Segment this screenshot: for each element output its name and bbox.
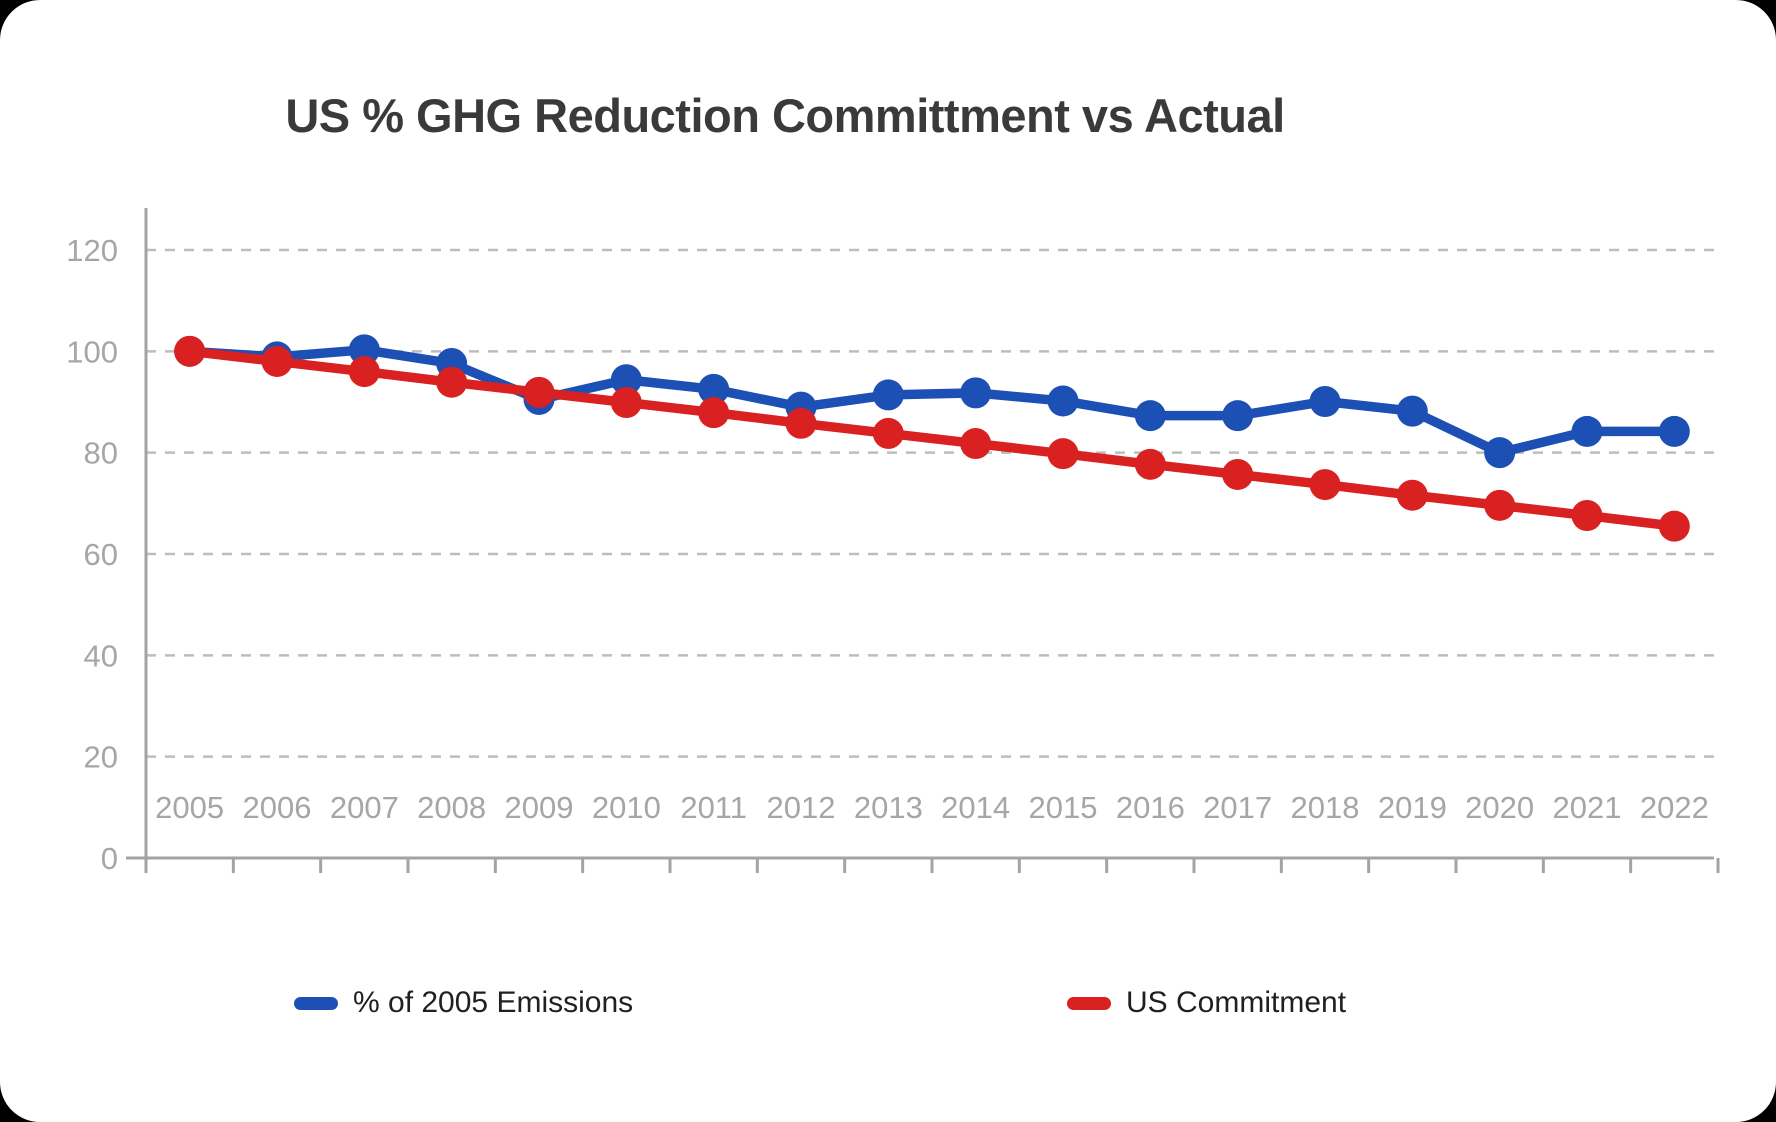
x-tick-label: 2020 <box>1465 790 1534 825</box>
legend-swatch-blue-icon <box>294 996 338 1010</box>
data-point-commitment-2014 <box>960 428 992 460</box>
x-tick-label: 2017 <box>1203 790 1272 825</box>
y-tick-label: 0 <box>101 841 118 876</box>
data-point-commitment-2020 <box>1484 489 1516 521</box>
y-tick-label: 120 <box>66 233 118 268</box>
data-point-emissions-2016 <box>1134 400 1166 432</box>
data-point-emissions-2007 <box>348 334 380 366</box>
data-point-commitment-2009 <box>523 376 555 408</box>
legend-label-emissions: % of 2005 Emissions <box>353 986 634 1019</box>
series-line-commitment <box>184 346 1680 531</box>
chart-title: US % GHG Reduction Committment vs Actual <box>285 89 1285 142</box>
data-point-commitment-2005 <box>174 335 206 367</box>
data-point-emissions-2015 <box>1047 385 1079 417</box>
data-point-commitment-2016 <box>1134 448 1166 480</box>
x-tick-label: 2014 <box>941 790 1010 825</box>
data-point-emissions-2022 <box>1658 415 1690 447</box>
data-point-commitment-2019 <box>1396 479 1428 511</box>
data-point-emissions-2017 <box>1222 400 1254 432</box>
data-point-commitment-2007 <box>348 356 380 388</box>
data-point-commitment-2017 <box>1222 458 1254 490</box>
chart-legend: % of 2005 Emissions US Commitment <box>0 986 1776 1026</box>
data-point-commitment-2011 <box>698 397 730 429</box>
data-point-commitment-2010 <box>610 387 642 419</box>
y-tick-label: 80 <box>84 436 118 471</box>
data-point-commitment-2008 <box>436 366 468 398</box>
data-point-emissions-2021 <box>1571 415 1603 447</box>
data-point-commitment-2022 <box>1658 510 1690 542</box>
data-point-emissions-2014 <box>960 377 992 409</box>
x-tick-label: 2009 <box>505 790 574 825</box>
legend-label-commitment: US Commitment <box>1126 986 1347 1019</box>
legend-swatch-red-icon <box>1067 996 1111 1010</box>
x-tick-label: 2011 <box>680 790 747 825</box>
y-tick-label: 40 <box>84 638 118 673</box>
data-point-commitment-2018 <box>1309 469 1341 501</box>
x-tick-label: 2016 <box>1116 790 1185 825</box>
data-point-commitment-2013 <box>872 417 904 449</box>
x-tick-label: 2022 <box>1640 790 1709 825</box>
data-point-emissions-2013 <box>872 379 904 411</box>
legend-item-commitment[interactable]: US Commitment <box>1067 986 1346 1020</box>
data-point-commitment-2006 <box>261 345 293 377</box>
x-tick-label: 2018 <box>1291 790 1360 825</box>
data-point-emissions-2010 <box>610 364 642 396</box>
x-tick-label: 2006 <box>243 790 312 825</box>
data-point-commitment-2012 <box>785 407 817 439</box>
y-tick-label: 20 <box>84 740 118 775</box>
data-point-commitment-2015 <box>1047 438 1079 470</box>
x-tick-label: 2015 <box>1029 790 1098 825</box>
x-tick-label: 2005 <box>155 790 224 825</box>
data-point-commitment-2021 <box>1571 499 1603 531</box>
x-tick-label: 2019 <box>1378 790 1447 825</box>
data-point-emissions-2019 <box>1396 395 1428 427</box>
x-tick-label: 2008 <box>417 790 486 825</box>
x-tick-label: 2021 <box>1553 790 1622 825</box>
data-point-emissions-2011 <box>698 373 730 405</box>
data-point-emissions-2020 <box>1484 437 1516 469</box>
legend-item-emissions[interactable]: % of 2005 Emissions <box>294 986 633 1020</box>
x-tick-label: 2012 <box>767 790 836 825</box>
y-tick-label: 100 <box>66 334 118 369</box>
x-tick-label: 2007 <box>330 790 399 825</box>
x-tick-label: 2013 <box>854 790 923 825</box>
data-point-emissions-2018 <box>1309 385 1341 417</box>
x-tick-label: 2010 <box>592 790 661 825</box>
y-tick-label: 60 <box>84 537 118 572</box>
